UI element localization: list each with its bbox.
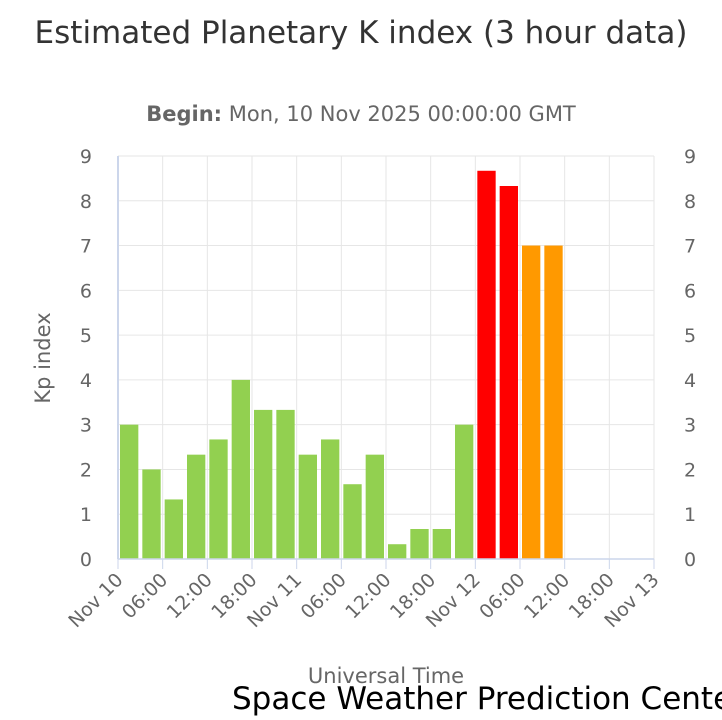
y-tick-label-right: 4 — [684, 370, 696, 392]
y-tick-label: 9 — [80, 146, 92, 168]
y-tick-label: 5 — [80, 325, 92, 347]
y-tick-label: 6 — [80, 280, 92, 302]
kp-bar[interactable] — [343, 484, 362, 559]
subtitle-value: Mon, 10 Nov 2025 00:00:00 GMT — [228, 102, 576, 126]
chart-title: Estimated Planetary K index (3 hour data… — [34, 15, 688, 51]
y-tick-label-right: 5 — [684, 325, 696, 347]
y-tick-label: 8 — [80, 191, 92, 213]
kp-bar[interactable] — [142, 469, 161, 559]
x-tick-label: 06:00 — [118, 569, 172, 623]
grid-lines — [117, 155, 655, 560]
kp-bar[interactable] — [254, 409, 273, 559]
kp-bar[interactable] — [499, 186, 518, 560]
y-tick-label: 2 — [80, 459, 92, 481]
y-tick-label-right: 1 — [684, 504, 696, 526]
kp-bar[interactable] — [388, 544, 407, 559]
y-axis-title: Kp index — [31, 312, 55, 403]
x-tick-label: 06:00 — [475, 569, 529, 623]
x-tick-label: 12:00 — [520, 569, 574, 623]
kp-bar[interactable] — [164, 499, 183, 559]
kp-bar[interactable] — [455, 424, 474, 559]
subtitle-label: Begin: — [146, 102, 223, 126]
kp-bar[interactable] — [120, 424, 139, 559]
kp-bar[interactable] — [209, 439, 228, 559]
y-tick-label: 1 — [80, 504, 92, 526]
y-tick-label-right: 3 — [684, 415, 696, 437]
x-tick-label: 12:00 — [341, 569, 395, 623]
y-tick-label: 4 — [80, 370, 92, 392]
y-axis-labels-left: 0 1 2 3 4 5 6 7 8 9 — [80, 146, 92, 571]
kp-bar[interactable] — [321, 439, 340, 559]
y-tick-label: 3 — [80, 415, 92, 437]
credit-text: Space Weather Prediction Center — [232, 681, 722, 717]
kp-bar[interactable] — [544, 245, 563, 560]
kp-bar[interactable] — [522, 245, 541, 560]
kp-bar[interactable] — [432, 528, 451, 559]
kp-bar[interactable] — [477, 170, 496, 559]
axes — [117, 156, 655, 569]
kp-bar[interactable] — [231, 379, 250, 559]
kp-bar[interactable] — [187, 454, 206, 559]
kp-bar[interactable] — [365, 454, 384, 559]
kp-bar[interactable] — [276, 409, 295, 559]
x-tick-label: 06:00 — [297, 569, 351, 623]
y-tick-label-right: 9 — [684, 146, 696, 168]
y-tick-label: 0 — [80, 549, 92, 571]
y-tick-label-right: 6 — [684, 280, 696, 302]
chart-subtitle: Begin: Mon, 10 Nov 2025 00:00:00 GMT — [0, 102, 722, 126]
y-tick-label-right: 8 — [684, 191, 696, 213]
y-tick-label-right: 7 — [684, 236, 696, 258]
kp-bar[interactable] — [410, 528, 429, 559]
y-tick-label: 7 — [80, 236, 92, 258]
x-tick-label: 12:00 — [163, 569, 217, 623]
bars[interactable] — [120, 170, 563, 560]
y-tick-label-right: 0 — [684, 549, 696, 571]
x-tick-label: Nov 10 — [64, 569, 127, 632]
kp-bar[interactable] — [298, 454, 317, 559]
y-axis-labels-right: 0 1 2 3 4 5 6 7 8 9 — [684, 146, 696, 571]
y-tick-label-right: 2 — [684, 459, 696, 481]
x-axis-title: Universal Time — [308, 664, 464, 688]
